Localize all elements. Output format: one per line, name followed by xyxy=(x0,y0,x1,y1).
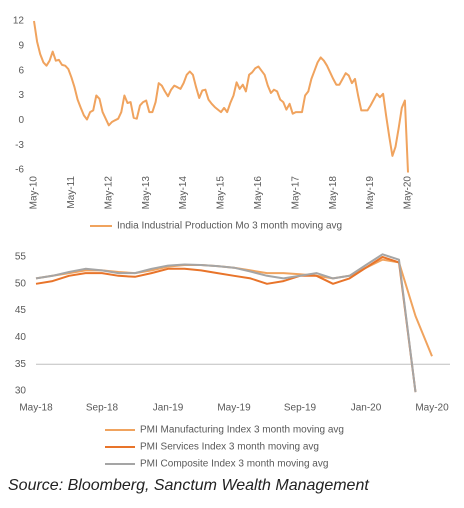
y-tick-label: 12 xyxy=(13,16,25,27)
x-tick-label: Jan-19 xyxy=(153,403,184,414)
x-tick-label: Jan-20 xyxy=(351,403,382,414)
x-tick-label: May-19 xyxy=(365,176,376,210)
x-tick-label: May-15 xyxy=(216,176,227,210)
x-tick-label: May-12 xyxy=(103,176,114,210)
x-tick-label: May-16 xyxy=(253,176,264,210)
legend-label: PMI Manufacturing Index 3 month moving a… xyxy=(140,425,344,436)
x-tick-label: Sep-19 xyxy=(284,403,317,414)
y-tick-label: 6 xyxy=(18,65,24,76)
y-tick-label: 35 xyxy=(15,359,27,370)
x-tick-label: May-18 xyxy=(328,176,339,210)
source-note: Source: Bloomberg, Sanctum Wealth Manage… xyxy=(8,477,369,494)
data-line xyxy=(35,253,417,393)
x-tick-label: May-11 xyxy=(66,176,77,209)
legend-label: PMI Services Index 3 month moving avg xyxy=(140,442,319,453)
x-tick-label: Sep-18 xyxy=(86,403,119,414)
y-tick-label: 0 xyxy=(18,115,24,126)
x-tick-label: May-20 xyxy=(403,176,414,210)
y-tick-label: 9 xyxy=(18,40,24,51)
x-tick-label: May-20 xyxy=(415,403,449,414)
y-tick-label: 45 xyxy=(15,305,27,316)
data-line xyxy=(33,20,409,173)
y-tick-label: -6 xyxy=(15,165,24,176)
y-tick-label: 50 xyxy=(15,278,27,289)
y-tick-label: -3 xyxy=(15,140,24,151)
x-tick-label: May-17 xyxy=(290,176,301,210)
x-tick-label: May-14 xyxy=(178,176,189,210)
legend-label: PMI Composite Index 3 month moving avg xyxy=(140,459,328,470)
y-tick-label: 3 xyxy=(18,90,24,101)
y-tick-label: 55 xyxy=(15,252,27,263)
y-tick-label: 40 xyxy=(15,332,27,343)
x-tick-label: May-19 xyxy=(217,403,251,414)
data-line xyxy=(35,256,417,393)
data-line xyxy=(35,258,433,357)
y-tick-label: 30 xyxy=(15,386,27,397)
legend-label: India Industrial Production Mo 3 month m… xyxy=(117,221,342,232)
x-tick-label: May-10 xyxy=(29,176,40,210)
x-tick-label: May-18 xyxy=(19,403,53,414)
x-tick-label: May-13 xyxy=(141,176,152,210)
